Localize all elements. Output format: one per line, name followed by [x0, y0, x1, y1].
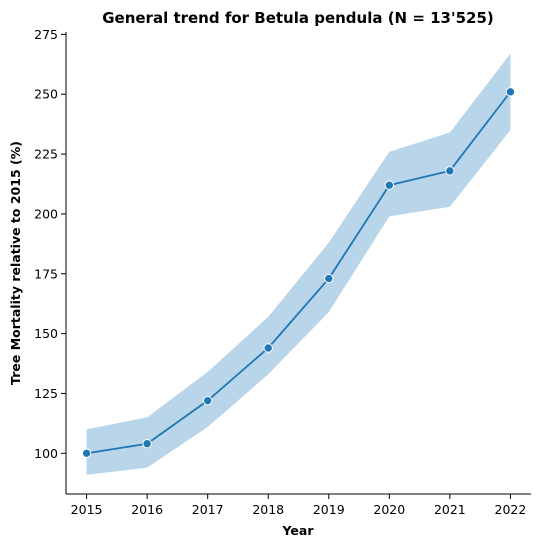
plot-area	[81, 53, 516, 475]
y-tick-label: 100	[34, 446, 58, 461]
y-axis-label: Tree Mortality relative to 2015 (%)	[8, 141, 23, 385]
chart-title: General trend for Betula pendula (N = 13…	[102, 9, 494, 27]
x-axis-label: Year	[282, 523, 315, 538]
axes	[65, 32, 531, 495]
y-tick-label: 250	[34, 87, 58, 102]
x-tick-label: 2020	[373, 502, 405, 517]
y-tick-label: 150	[34, 326, 58, 341]
series-line	[86, 91, 512, 455]
y-ticks: 100 125 150 175 200 225 250 275	[34, 27, 66, 461]
data-point	[505, 87, 516, 97]
data-point	[445, 166, 455, 176]
y-tick-label: 275	[34, 27, 58, 42]
x-tick-label: 2021	[434, 502, 466, 517]
data-point	[142, 439, 152, 449]
data-point	[202, 395, 213, 406]
x-tick-label: 2019	[313, 502, 345, 517]
x-tick-label: 2015	[71, 502, 103, 517]
y-tick-label: 225	[34, 147, 58, 162]
data-point	[324, 273, 334, 284]
x-tick-label: 2022	[495, 502, 527, 517]
y-tick-label: 175	[34, 266, 58, 281]
y-tick-label: 200	[34, 206, 58, 221]
confidence-band	[86, 53, 511, 475]
x-tick-label: 2018	[252, 502, 284, 517]
data-point	[81, 448, 92, 459]
y-tick-label: 125	[34, 386, 58, 401]
x-ticks: 2015 2016 2017 2018 2019 2020 2021 2022	[71, 494, 527, 517]
x-tick-label: 2017	[192, 502, 224, 517]
x-tick-label: 2016	[131, 502, 163, 517]
data-point	[263, 343, 273, 353]
data-point	[384, 180, 395, 190]
